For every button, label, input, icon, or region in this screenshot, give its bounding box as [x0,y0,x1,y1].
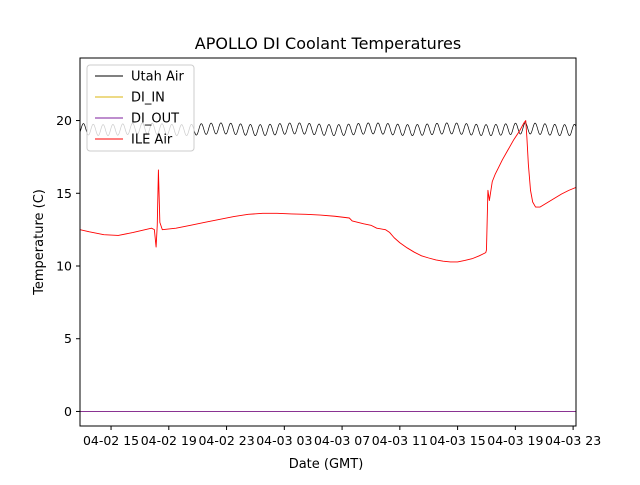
x-axis-label: Date (GMT) [289,457,364,472]
legend-label-utah-air: Utah Air [131,70,184,85]
legend-label-di-in: DI_IN [131,91,165,106]
y-tick-label: 5 [64,331,72,346]
y-axis-label: Temperature (C) [32,189,47,296]
x-tick-label: 04-03 07 [314,433,370,448]
y-tick-label: 15 [56,186,72,201]
series-line-ile-air [80,120,576,263]
legend-box [86,64,195,152]
x-tick-label: 04-03 03 [256,433,312,448]
legend-label-di-out: DI_OUT [131,112,179,127]
x-tick-label: 04-03 19 [487,433,543,448]
y-tick-label: 0 [64,404,72,419]
ticks-layer: 04-02 15 04-02 19 04-02 23 04-03 03 04-03 07… [56,113,601,448]
y-tick-label: 10 [56,259,72,274]
x-tick-label: 04-02 15 [83,433,139,448]
x-tick-label: 04-02 23 [198,433,254,448]
x-tick-label: 04-03 15 [429,433,485,448]
x-tick-label: 04-02 19 [141,433,197,448]
legend: Utah Air DI_IN DI_OUT ILE Air [86,64,195,152]
x-tick-label: 04-03 23 [545,433,601,448]
chart-title: APOLLO DI Coolant Temperatures [195,34,461,53]
x-tick-label: 04-03 11 [372,433,428,448]
legend-label-ile-air: ILE Air [131,133,173,148]
y-tick-label: 20 [56,113,72,128]
plot-frame [79,57,577,427]
